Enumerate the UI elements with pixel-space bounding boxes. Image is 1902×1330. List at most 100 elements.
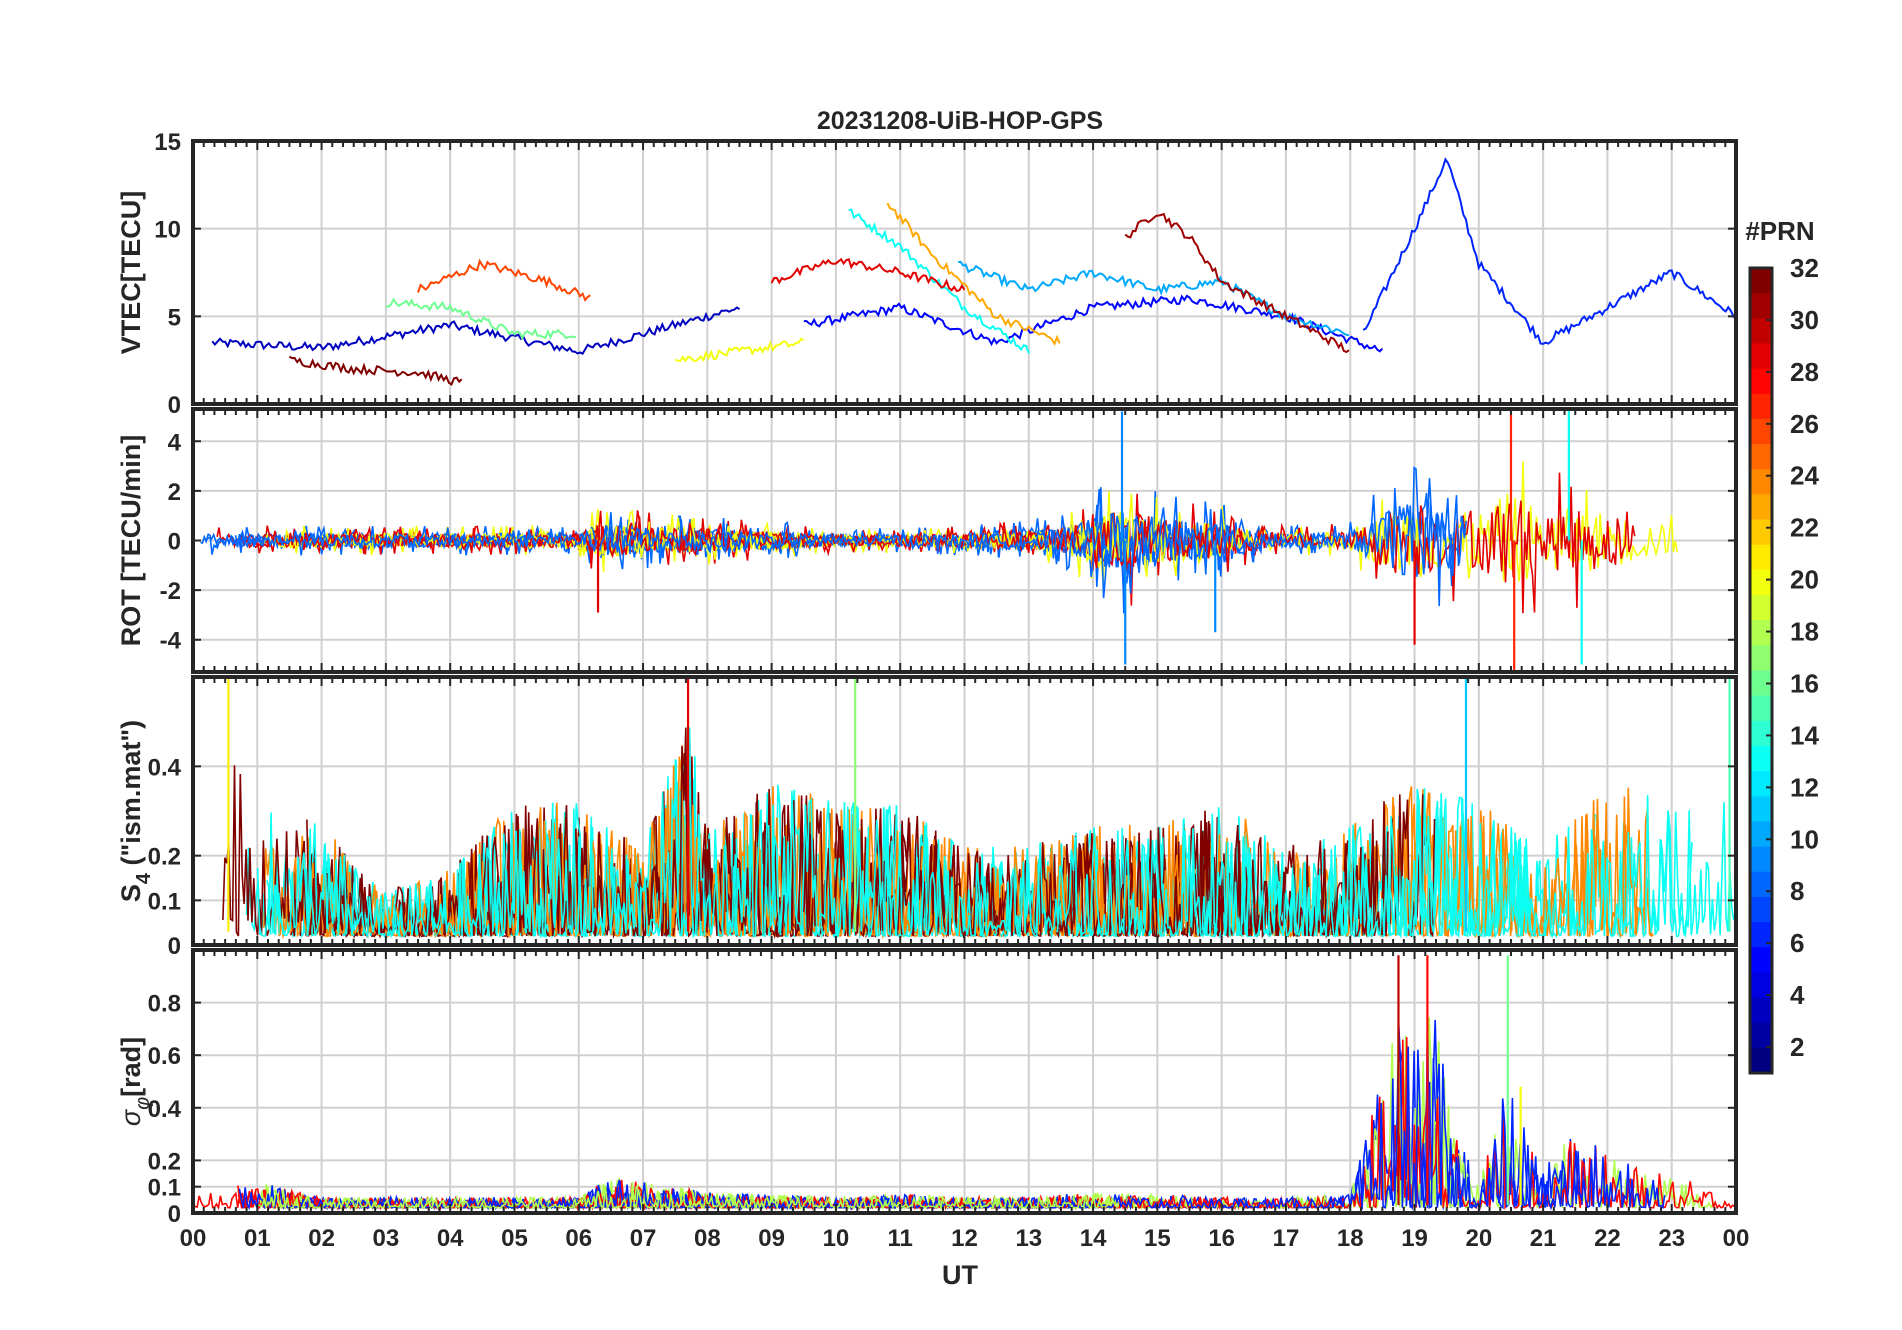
- vtec-ytick-label: 15: [154, 129, 181, 156]
- vtec-series-prn-31: [1124, 212, 1350, 354]
- s4-series-prn-13: [256, 727, 1537, 939]
- vtec-panel: 0 5 10 15 VTEC[TECU]: [116, 129, 1738, 419]
- vtec-ytick-label: 5: [168, 304, 181, 331]
- sigma-phi-ytick-label: 0.4: [148, 1096, 182, 1123]
- x-tick-label: 00: [180, 1225, 207, 1252]
- x-tick-label: 20: [1465, 1225, 1492, 1252]
- sigma-phi-series-prn-18: [259, 1031, 1471, 1211]
- rot-ytick-label: -2: [160, 578, 181, 605]
- rot-series-prn-20: [261, 461, 1679, 582]
- s4-ytick-label: 0: [168, 933, 181, 960]
- s4-traces: [222, 677, 1736, 940]
- sigma-phi-traces: [193, 955, 1736, 1211]
- vtec-series-prn-6: [1362, 157, 1736, 345]
- x-tick-label: 11: [888, 1225, 913, 1252]
- sigma-phi-x-ticks: [192, 950, 1737, 1213]
- colorbar-frame: [1748, 266, 1774, 1075]
- colorbar-tick-label: 8: [1790, 876, 1804, 906]
- vtec-series-prn-32: [288, 355, 463, 386]
- colorbar-tick-label: 24: [1790, 461, 1819, 491]
- sigma-phi-panel: 00.10.2 0.4 0.6 0.8 σφ[rad]: [116, 948, 1738, 1228]
- s4-x-ticks: [192, 677, 1737, 945]
- figure-title: 20231208-UiB-HOP-GPS: [817, 107, 1103, 135]
- colorbar-tick-label: 10: [1790, 824, 1819, 854]
- s4-panel: 0 0.1 0.2 0.4S4 ("ism.mat"): [116, 675, 1738, 960]
- vtec-ytick-label: 0: [168, 392, 181, 419]
- sigma-phi-ytick-label: 0.8: [148, 991, 181, 1018]
- sigma-phi-y-axis-label: σφ[rad]: [116, 1037, 154, 1126]
- rot-traces: [200, 409, 1679, 672]
- s4-ytick-label: 0.2: [148, 844, 181, 871]
- x-tick-label: 08: [694, 1225, 721, 1252]
- x-tick-label: 10: [823, 1225, 850, 1252]
- vtec-series-prn-3: [211, 306, 741, 355]
- colorbar-tick-label: 16: [1790, 668, 1819, 698]
- x-tick-label: 18: [1337, 1225, 1364, 1252]
- colorbar-tick-label: 12: [1790, 772, 1819, 802]
- colorbar-title: #PRN: [1745, 216, 1814, 246]
- sigma-phi-series-prn-18: [257, 1181, 1119, 1211]
- vtec-grid: [193, 140, 1736, 405]
- rot-series-prn-8: [299, 492, 1463, 614]
- rot-ytick-label: 4: [168, 429, 182, 456]
- x-tick-label: 01: [244, 1225, 271, 1252]
- vtec-traces: [211, 157, 1736, 386]
- x-tick-label: 04: [437, 1225, 464, 1252]
- rot-y-axis-label: ROT [TECU/min]: [116, 435, 146, 646]
- x-tick-label: 19: [1401, 1225, 1428, 1252]
- colorbar-tick-label: 4: [1790, 980, 1805, 1010]
- vtec-series-prn-16: [385, 297, 577, 341]
- x-tick-label: 06: [565, 1225, 592, 1252]
- sigma-phi-ytick-label: 0: [168, 1201, 181, 1228]
- x-tick-label: 16: [1208, 1225, 1235, 1252]
- vtec-series-prn-10: [957, 260, 1350, 337]
- x-tick-label: 21: [1530, 1225, 1557, 1252]
- colorbar-tick-label: 6: [1790, 928, 1804, 958]
- s4-y-axis-label: S4 ("ism.mat"): [116, 720, 155, 902]
- s4-series-prn-24: [279, 756, 1188, 939]
- x-axis-label: UT: [942, 1260, 978, 1290]
- colorbar-tick-label: 18: [1790, 617, 1819, 647]
- colorbar-tick-label: 28: [1790, 357, 1819, 387]
- vtec-series-prn-20: [674, 337, 805, 363]
- x-tick-label: 02: [308, 1225, 335, 1252]
- colorbar-tick-label: 14: [1790, 720, 1819, 750]
- rot-panel: -4 -2 0 2 4 ROT [TECU/min]: [116, 407, 1738, 674]
- x-tick-label: 05: [501, 1225, 528, 1252]
- sigma-phi-ytick-label: 0.6: [148, 1043, 181, 1070]
- colorbar-tick-label: 20: [1790, 565, 1819, 595]
- vtec-x-ticks: [192, 141, 1737, 404]
- rot-x-ticks: [192, 409, 1737, 672]
- x-tick-label: 03: [373, 1225, 400, 1252]
- vtec-ytick-label: 10: [154, 217, 181, 244]
- rot-series-prn-29: [245, 472, 1636, 614]
- x-tick-label: 12: [951, 1225, 978, 1252]
- x-tick-label: 23: [1658, 1225, 1685, 1252]
- colorbar-tick-label: 22: [1790, 513, 1819, 543]
- x-tick-label: 07: [630, 1225, 657, 1252]
- vtec-y-axis-label: VTEC[TECU]: [116, 191, 146, 355]
- x-tick-label: 00: [1723, 1225, 1750, 1252]
- vtec-series-prn-29: [770, 257, 966, 293]
- x-tick-label: 14: [1080, 1225, 1107, 1252]
- vtec-series-prn-26: [417, 258, 591, 302]
- sigma-phi-ytick-label: 0.1: [148, 1175, 181, 1202]
- x-tick-label: 22: [1594, 1225, 1621, 1252]
- x-tick-labels: 00 01 02 03 04 05 06 07 08 09 10 11 12 13 14 15 16 17 18 19…: [180, 1225, 1750, 1252]
- vtec-series-prn-23: [886, 202, 1061, 346]
- colorbar-tick-label: 26: [1790, 409, 1819, 439]
- sigma-phi-ytick-label: 0.2: [148, 1148, 181, 1175]
- colorbar-tick-label: 32: [1790, 253, 1819, 283]
- colorbar-tick-label: 30: [1790, 305, 1819, 335]
- rot-series-prn-8: [234, 466, 1467, 607]
- x-tick-label: 15: [1144, 1225, 1171, 1252]
- s4-ytick-label: 0.1: [148, 888, 181, 915]
- vtec-series-prn-13: [848, 208, 1030, 354]
- x-tick-label: 13: [1015, 1225, 1042, 1252]
- rot-ytick-label: -4: [160, 628, 182, 655]
- s4-ytick-label: 0.4: [148, 754, 182, 781]
- x-tick-label: 17: [1273, 1225, 1300, 1252]
- colorbar-tick-label: 2: [1790, 1032, 1804, 1062]
